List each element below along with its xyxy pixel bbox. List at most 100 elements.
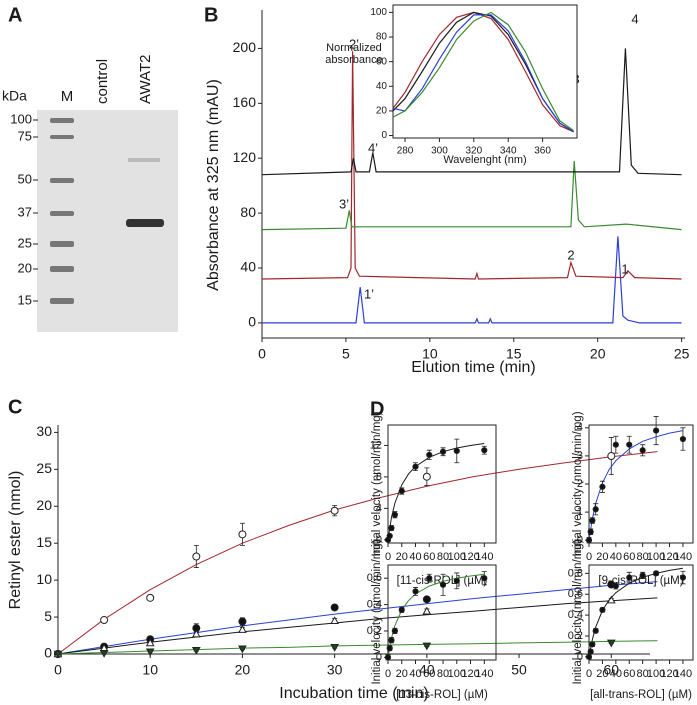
x-tick-label: 30 — [327, 661, 343, 677]
fit-line — [57, 597, 658, 655]
x-tick-label: 60 — [623, 551, 635, 563]
x-tick-label: 20 — [596, 668, 608, 680]
marker — [422, 472, 431, 481]
series-line — [261, 51, 682, 280]
marker-label: 15 — [18, 292, 32, 307]
marker — [599, 483, 606, 490]
x-tick-label: 40 — [419, 661, 435, 677]
x-tick-label: 100 — [448, 551, 466, 563]
marker — [599, 606, 606, 613]
y-tick-label: 0.4 — [568, 609, 583, 621]
y-tick-label: 0 — [577, 534, 583, 546]
y-tick-label: 20 — [376, 106, 388, 117]
x-tick-label: 5 — [342, 345, 350, 361]
x-tick-label: 140 — [674, 551, 692, 563]
marker — [191, 629, 201, 638]
peak-label: 2’ — [349, 36, 359, 51]
marker — [422, 606, 432, 615]
x-axis-label: [all-trans-ROL] (µM) — [590, 689, 692, 701]
y-tick-label: 12 — [370, 439, 382, 451]
marker — [639, 572, 646, 579]
inset-bg — [393, 5, 577, 138]
marker — [145, 638, 155, 647]
x-tick-label: 120 — [660, 551, 678, 563]
marker-label: 20 — [18, 260, 32, 275]
y-tick-label: 1 — [577, 506, 583, 518]
x-axis-label: [9-cis-ROL] (µM) — [598, 575, 683, 587]
x-tick-label: 120 — [461, 668, 479, 680]
panel-label: D — [370, 398, 384, 420]
x-tick-label: 80 — [437, 668, 449, 680]
y-tick-label: 0.6 — [568, 588, 583, 600]
x-tick-label: 25 — [674, 345, 690, 361]
y-tick-label: 120 — [233, 149, 257, 165]
marker — [99, 649, 109, 658]
x-tick-label: 140 — [475, 551, 493, 563]
peak-label: 4 — [631, 11, 638, 26]
marker — [606, 639, 616, 648]
x-tick-label: 60 — [423, 551, 435, 563]
marker — [453, 447, 460, 455]
marker — [422, 642, 432, 651]
x-tick-label: 0 — [586, 551, 592, 563]
marker-label: 25 — [18, 235, 32, 250]
y-axis-label: absorbance — [325, 54, 383, 66]
y-tick-label: 40 — [240, 259, 256, 275]
marker — [639, 447, 646, 454]
x-tick-label: 40 — [409, 668, 421, 680]
x-tick-label: 40 — [610, 668, 622, 680]
y-tick-label: 2 — [577, 478, 583, 490]
marker — [612, 582, 619, 589]
marker — [585, 653, 593, 660]
x-axis-label: Incubation time (min) — [279, 685, 428, 702]
marker — [422, 595, 431, 604]
series-line — [392, 14, 574, 133]
y-tick-label: 60 — [376, 56, 388, 67]
marker — [238, 530, 247, 539]
fit-line — [57, 451, 658, 655]
peak-label: 2 — [567, 247, 574, 262]
marker — [330, 506, 339, 515]
y-tick-label: 80 — [376, 32, 388, 43]
y-tick-label: 0.4 — [367, 598, 382, 610]
y-tick-label: 0 — [577, 651, 583, 663]
marker — [439, 581, 447, 588]
marker — [481, 575, 488, 582]
x-tick-label: 20 — [235, 661, 251, 677]
marker-label: 100 — [10, 111, 32, 126]
marker — [652, 427, 660, 434]
x-axis-label: Elution time (min) — [411, 359, 535, 376]
y-axis-label: Initial velocity (nmol/min/mg) — [371, 539, 383, 684]
peak-label: 1’ — [364, 286, 374, 301]
marker — [585, 537, 593, 544]
y-tick-label: 30 — [36, 423, 52, 439]
marker — [626, 574, 633, 581]
x-tick-label: 140 — [674, 668, 692, 680]
y-tick-label: 8 — [376, 471, 382, 483]
marker — [384, 654, 392, 661]
marker — [238, 617, 247, 626]
marker-label: 37 — [18, 204, 32, 219]
y-tick-label: 4 — [376, 502, 382, 514]
marker — [592, 506, 599, 513]
plot-frame — [387, 564, 497, 661]
y-tick-label: 20 — [36, 497, 52, 513]
marker — [679, 574, 687, 581]
marker — [412, 588, 419, 595]
lane-label: AWAT2 — [137, 55, 154, 104]
x-tick-label: 10 — [422, 345, 438, 361]
panel-label: B — [204, 4, 218, 26]
marker-label: 75 — [18, 128, 32, 143]
x-tick-label: 10 — [142, 661, 158, 677]
y-tick-label: 200 — [233, 39, 257, 55]
x-tick-label: 80 — [637, 668, 649, 680]
series-line — [261, 48, 682, 176]
marker — [481, 447, 488, 454]
y-tick-label: 15 — [36, 534, 52, 550]
y-axis-label: Initial velocity (nmol/min/mg) — [371, 411, 383, 556]
x-tick-label: 120 — [660, 668, 678, 680]
y-axis-label: Absorbance at 325 nm (mAU) — [205, 79, 222, 291]
x-tick-label: 0 — [385, 551, 391, 563]
marker — [587, 528, 594, 535]
